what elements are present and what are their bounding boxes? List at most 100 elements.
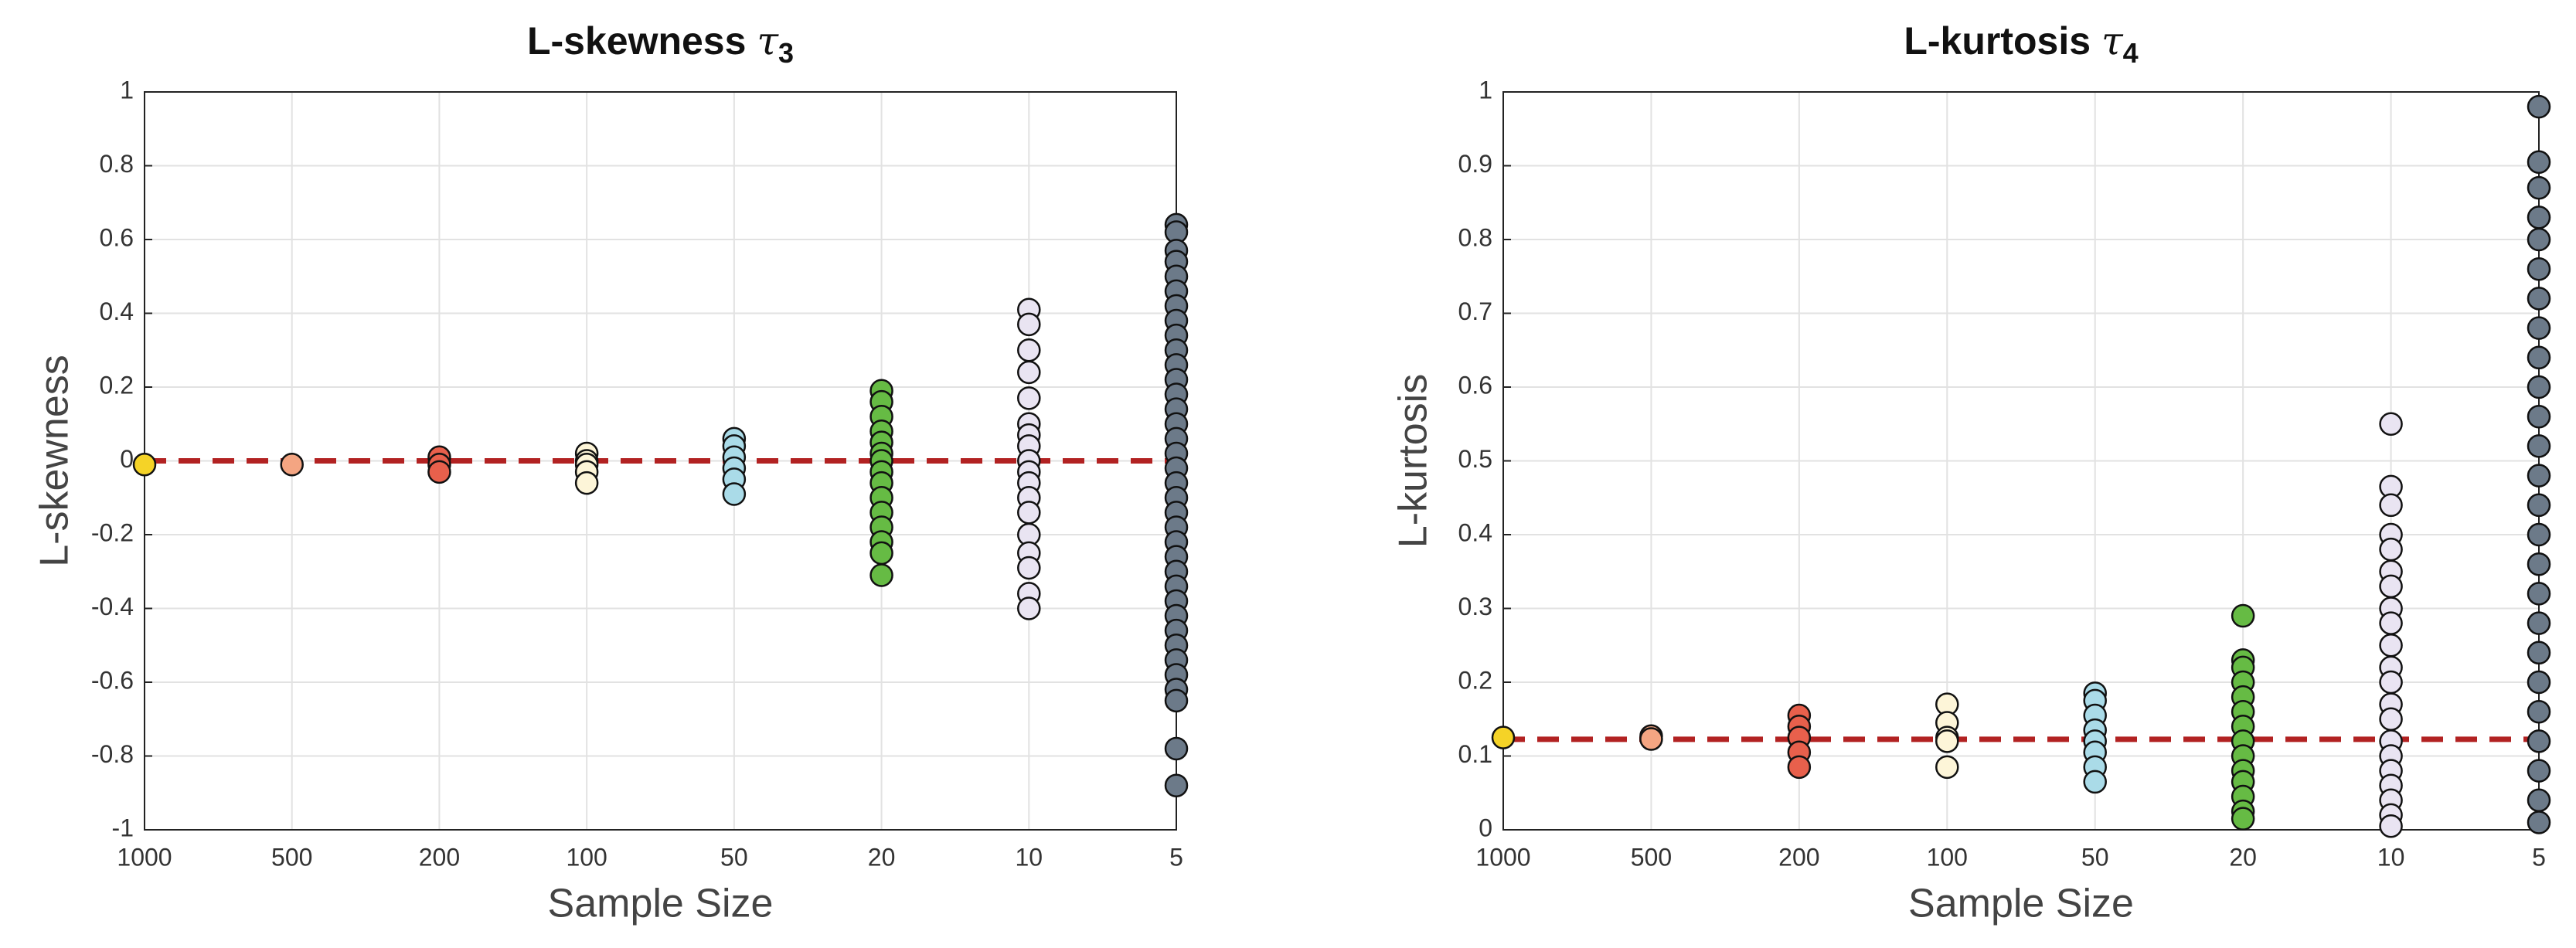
point [1164, 688, 1189, 713]
point [2231, 603, 2255, 628]
point [2527, 759, 2551, 783]
point [1164, 773, 1189, 797]
x-tick-label: 100 [1927, 843, 1968, 871]
point [2527, 227, 2551, 252]
y-tick-label: 1 [1479, 76, 1492, 104]
title-symbol: τ [757, 19, 779, 63]
point [869, 541, 893, 566]
point [1639, 727, 1663, 751]
y-tick-label: 0 [120, 445, 134, 473]
point [2379, 574, 2403, 599]
point [2379, 707, 2403, 731]
point [1017, 501, 1041, 525]
point [722, 482, 747, 506]
y-axis-label: L-skewness [32, 355, 77, 567]
x-tick-label: 50 [720, 843, 748, 871]
y-tick-label: -0.2 [91, 518, 134, 546]
title-text: L-skewness [527, 19, 746, 63]
point [2527, 552, 2551, 576]
point [574, 471, 599, 495]
y-tick-label: 0.6 [100, 223, 134, 251]
x-tick-label: 5 [1169, 843, 1183, 871]
point [1017, 338, 1041, 362]
y-tick-label: 0.7 [1458, 297, 1492, 325]
chart-title: L-skewness τ3 [527, 19, 794, 69]
point [2379, 634, 2403, 657]
point [1935, 755, 1959, 780]
point [1017, 386, 1041, 410]
y-tick-label: 0.5 [1458, 445, 1492, 473]
point [1017, 312, 1041, 337]
x-tick-label: 200 [1778, 843, 1819, 871]
point [2527, 611, 2551, 635]
x-tick-label: 1000 [1475, 843, 1530, 871]
chart-title: L-kurtosis τ4 [1904, 19, 2138, 69]
y-tick-label: -0.8 [91, 740, 134, 768]
x-tick-label: 200 [419, 843, 460, 871]
point [2527, 522, 2551, 547]
point [1935, 729, 1959, 753]
point [2379, 537, 2403, 562]
point [2527, 434, 2551, 458]
point [2527, 257, 2551, 281]
x-axis-label: Sample Size [1908, 882, 2134, 926]
point [2527, 670, 2551, 695]
title-text: L-kurtosis [1904, 19, 2091, 63]
point [2527, 788, 2551, 813]
point [2379, 814, 2403, 838]
title-subscript: 3 [778, 37, 794, 69]
y-tick-label: 0.1 [1458, 740, 1492, 768]
y-tick-label: 0.3 [1458, 593, 1492, 620]
title-subscript: 4 [2123, 37, 2139, 69]
x-tick-label: 20 [868, 843, 896, 871]
point [869, 563, 893, 587]
y-tick-label: 1 [120, 76, 134, 104]
y-tick-label: 0.2 [100, 371, 134, 399]
point [427, 460, 451, 484]
plot-frame [1502, 91, 2540, 831]
point [2527, 287, 2551, 311]
point [2231, 807, 2255, 831]
y-tick-label: 0.8 [1458, 223, 1492, 251]
point [2527, 404, 2551, 429]
x-tick-label: 500 [271, 843, 312, 871]
point [2527, 640, 2551, 665]
point [2527, 493, 2551, 518]
point [2527, 206, 2551, 229]
y-tick-label: 0.6 [1458, 371, 1492, 399]
point [2379, 412, 2403, 436]
point [1491, 725, 1516, 749]
point [280, 453, 304, 477]
point [2379, 611, 2403, 635]
point [2527, 150, 2551, 174]
point [2527, 810, 2551, 834]
x-tick-label: 20 [2229, 843, 2257, 871]
point [2527, 175, 2551, 200]
x-axis-label: Sample Size [548, 882, 774, 926]
y-tick-label: -0.4 [91, 593, 134, 620]
point [1017, 556, 1041, 580]
y-tick-label: 0.2 [1458, 666, 1492, 694]
y-tick-label: -1 [112, 814, 134, 841]
x-tick-label: 5 [2532, 843, 2546, 871]
y-tick-label: 0.4 [1458, 518, 1492, 546]
title-symbol: τ [2101, 19, 2124, 63]
y-tick-label: 0.4 [100, 297, 134, 325]
point [2527, 375, 2551, 399]
point [1017, 596, 1041, 620]
point [2527, 345, 2551, 370]
x-tick-label: 10 [1015, 843, 1043, 871]
point [2527, 464, 2551, 488]
y-tick-label: 0.8 [100, 150, 134, 178]
point [2527, 699, 2551, 724]
point [1017, 360, 1041, 385]
x-tick-label: 1000 [117, 843, 172, 871]
x-tick-label: 100 [566, 843, 607, 871]
point [1787, 755, 1812, 780]
point [2379, 493, 2403, 518]
x-tick-label: 500 [1631, 843, 1672, 871]
point [2083, 770, 2107, 794]
y-tick-label: 0.9 [1458, 150, 1492, 178]
